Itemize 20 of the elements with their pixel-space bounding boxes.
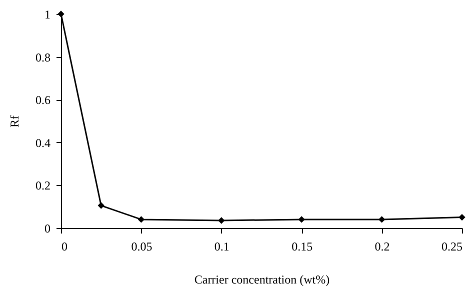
y-tick-label: 1: [44, 8, 50, 22]
y-tick-label: 0.2: [36, 178, 50, 193]
y-axis-title: Rf: [8, 115, 22, 128]
y-tick-label: 0.4: [36, 136, 50, 150]
point: [138, 216, 145, 223]
point: [98, 202, 104, 209]
y-tick-label: 0.6: [36, 93, 50, 108]
x-tick-label: 0: [62, 240, 68, 254]
x-tick-label: 0.15: [292, 240, 313, 254]
y-tick-label: 0: [44, 222, 50, 236]
x-tick-label: 0.1: [214, 240, 230, 254]
x-tick-label: 0.05: [131, 240, 152, 254]
point: [298, 216, 305, 223]
point: [218, 217, 225, 224]
x-tick-label: 0.2: [374, 240, 390, 254]
x-axis-title: Carrier concentration (wt%): [194, 272, 330, 286]
x-tick-label: 0.25: [442, 240, 462, 254]
point: [378, 216, 386, 223]
point: [458, 214, 466, 221]
y-tick-label: 0.8: [36, 50, 50, 64]
